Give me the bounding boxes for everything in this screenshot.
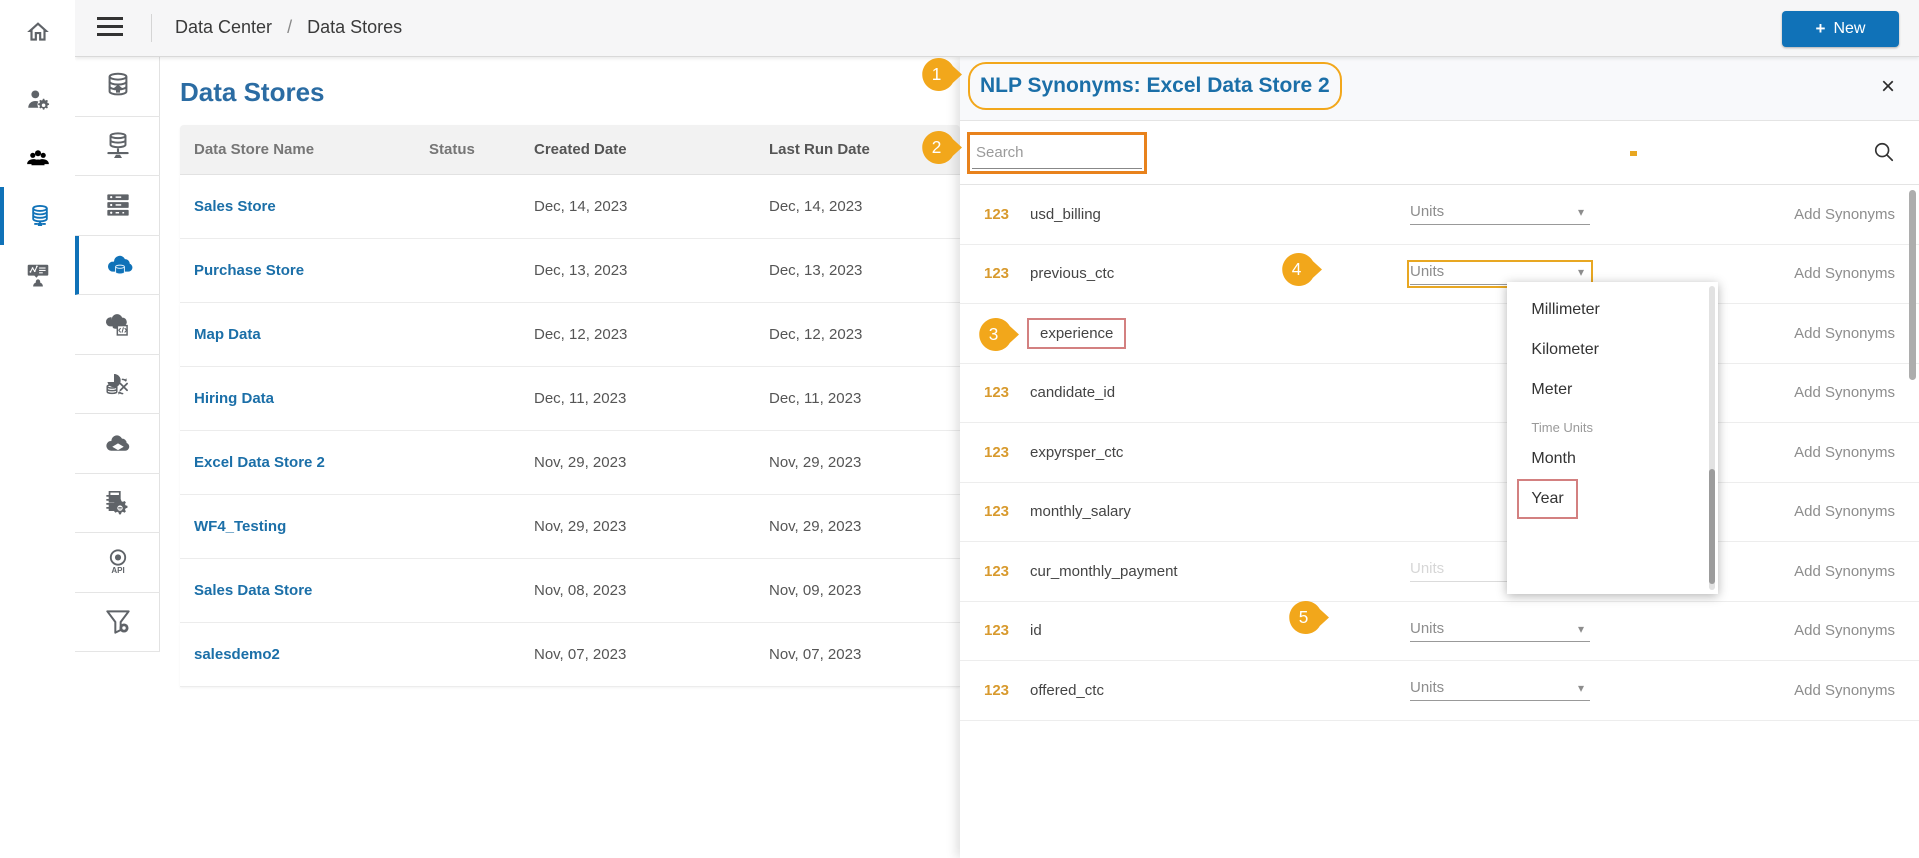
svg-text:1: 1 xyxy=(932,64,942,84)
svg-text:2: 2 xyxy=(932,137,942,157)
svg-text:5: 5 xyxy=(1299,607,1309,627)
svg-text:4: 4 xyxy=(1292,259,1302,279)
svg-text:3: 3 xyxy=(989,324,999,344)
svg-text:API: API xyxy=(111,566,124,575)
